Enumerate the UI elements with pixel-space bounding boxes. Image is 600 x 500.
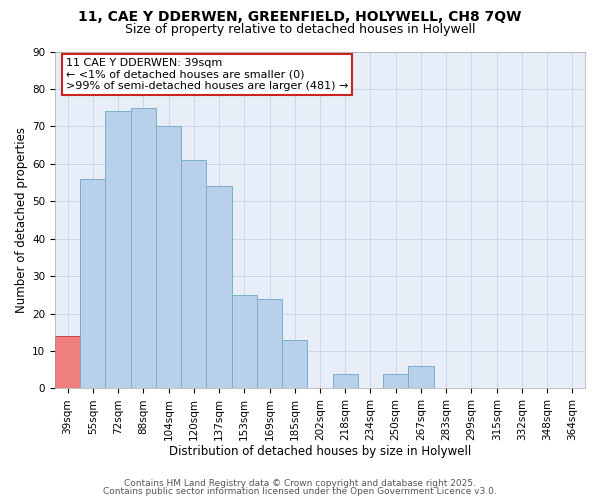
Bar: [332, 374, 358, 388]
Text: Contains public sector information licensed under the Open Government Licence v3: Contains public sector information licen…: [103, 487, 497, 496]
Bar: [409, 366, 434, 388]
Bar: [80, 179, 106, 388]
Text: 11, CAE Y DDERWEN, GREENFIELD, HOLYWELL, CH8 7QW: 11, CAE Y DDERWEN, GREENFIELD, HOLYWELL,…: [79, 10, 521, 24]
Y-axis label: Number of detached properties: Number of detached properties: [15, 127, 28, 313]
Bar: [106, 112, 131, 388]
Bar: [232, 295, 257, 388]
Bar: [282, 340, 307, 388]
Bar: [55, 336, 80, 388]
Text: Size of property relative to detached houses in Holywell: Size of property relative to detached ho…: [125, 22, 475, 36]
Bar: [181, 160, 206, 388]
X-axis label: Distribution of detached houses by size in Holywell: Distribution of detached houses by size …: [169, 444, 471, 458]
Bar: [156, 126, 181, 388]
Text: 11 CAE Y DDERWEN: 39sqm
← <1% of detached houses are smaller (0)
>99% of semi-de: 11 CAE Y DDERWEN: 39sqm ← <1% of detache…: [65, 58, 348, 92]
Text: Contains HM Land Registry data © Crown copyright and database right 2025.: Contains HM Land Registry data © Crown c…: [124, 478, 476, 488]
Bar: [206, 186, 232, 388]
Bar: [257, 298, 282, 388]
Bar: [131, 108, 156, 388]
Bar: [383, 374, 409, 388]
